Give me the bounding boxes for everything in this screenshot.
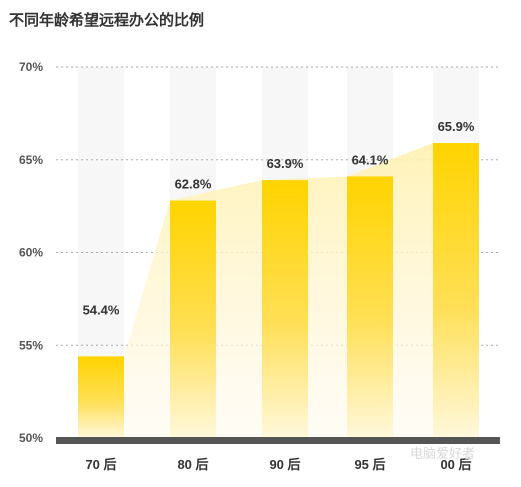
data-label: 64.1% <box>352 152 389 167</box>
x-tick-label: 00 后 <box>440 457 471 472</box>
data-label: 62.8% <box>175 177 212 192</box>
bar-95 后 <box>347 176 393 438</box>
y-tick-label: 65% <box>19 153 43 167</box>
bars <box>78 143 479 438</box>
x-tick-label: 70 后 <box>85 457 116 472</box>
bar-00 后 <box>433 143 479 438</box>
y-tick-label: 50% <box>19 431 43 445</box>
x-tick-label: 80 后 <box>177 457 208 472</box>
chart-title: 不同年龄希望远程办公的比例 <box>9 12 205 29</box>
y-tick-label: 55% <box>19 338 43 352</box>
x-tick-label: 90 后 <box>269 457 300 472</box>
data-label: 54.4% <box>83 302 120 317</box>
bar-70 后 <box>78 356 124 438</box>
y-tick-label: 70% <box>19 60 43 74</box>
data-labels: 54.4% 62.8% 63.9% 64.1% 65.9% <box>83 119 475 317</box>
bar-80 后 <box>170 200 216 438</box>
axes: 50% 55% 60% 65% 70% 70 后 80 后 90 后 95 后 00 后 <box>19 60 500 472</box>
watermark-text: 电脑爱好者 <box>410 446 475 461</box>
bar-90 后 <box>262 180 308 438</box>
data-label: 63.9% <box>267 156 304 171</box>
x-axis-baseline <box>56 437 500 444</box>
data-label: 65.9% <box>438 119 475 134</box>
x-tick-label: 95 后 <box>354 457 385 472</box>
y-tick-label: 60% <box>19 246 43 260</box>
